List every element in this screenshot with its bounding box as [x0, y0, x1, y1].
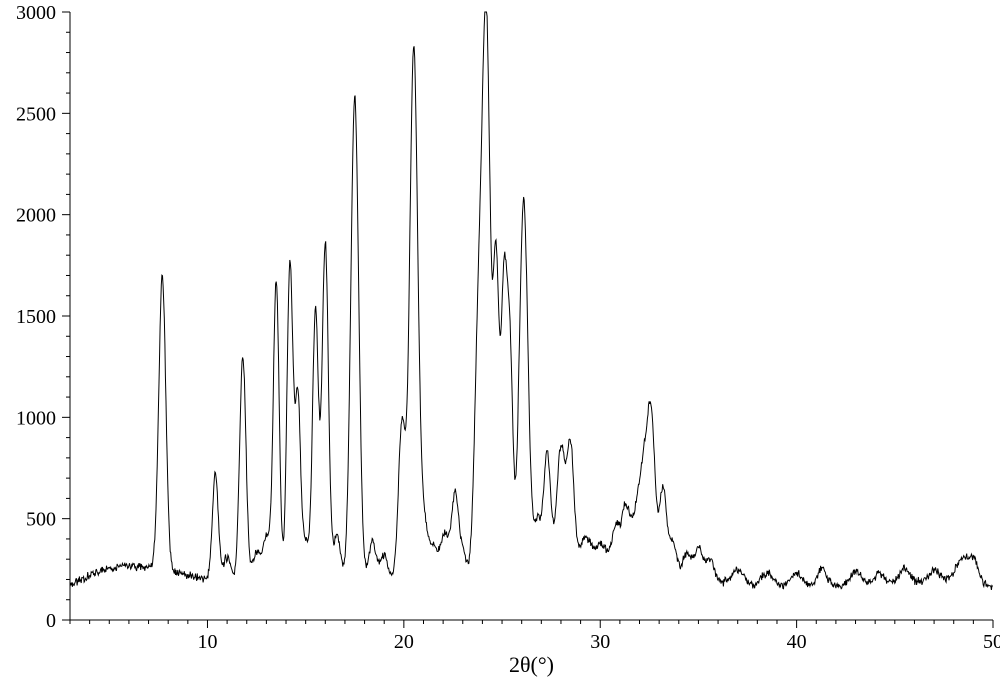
- xrd-chart: 0 500 1000 1500 2000 2500 3000 10 20 30 40 50 2θ(°): [0, 0, 1000, 687]
- y-tick-label: 0: [46, 610, 56, 632]
- y-tick-label: 1000: [16, 407, 56, 429]
- chart-bg: [0, 0, 1000, 687]
- x-tick-label: 20: [394, 631, 414, 653]
- y-tick-label: 2000: [16, 205, 56, 227]
- x-tick-label: 40: [787, 631, 807, 653]
- x-axis-label: 2θ(°): [509, 652, 554, 677]
- chart-svg: 0 500 1000 1500 2000 2500 3000 10 20 30 40 50 2θ(°): [0, 0, 1000, 687]
- y-tick-label: 500: [26, 509, 56, 531]
- y-tick-label: 1500: [16, 306, 56, 328]
- x-tick-label: 50: [983, 631, 1000, 653]
- y-tick-label: 3000: [16, 2, 56, 24]
- x-tick-label: 10: [197, 631, 217, 653]
- x-tick-label: 30: [590, 631, 610, 653]
- y-tick-label: 2500: [16, 103, 56, 125]
